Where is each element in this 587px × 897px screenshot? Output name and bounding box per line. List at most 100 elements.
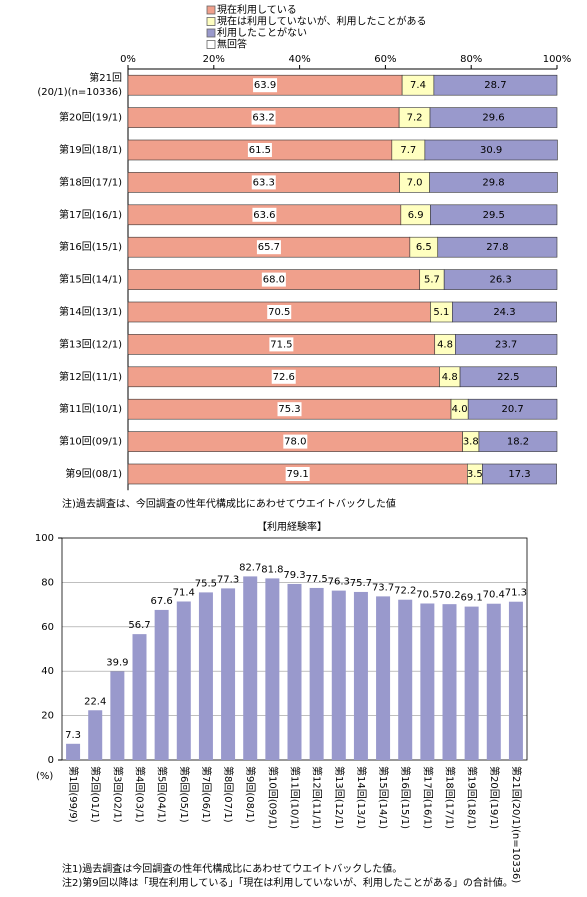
y-tick-label: 40 bbox=[41, 666, 54, 677]
bar-segment bbox=[467, 398, 558, 420]
value-label: 72.6 bbox=[273, 372, 295, 383]
value-label: 39.9 bbox=[106, 657, 128, 668]
x-tick-label: 第14回(13/1) bbox=[355, 766, 368, 829]
label-box bbox=[252, 207, 277, 222]
value-label: 3.5 bbox=[467, 469, 483, 480]
y-tick-label: 第17回(16/1) bbox=[59, 208, 122, 221]
bar-segment bbox=[478, 431, 558, 452]
y-tick-label: 第18回(17/1) bbox=[59, 175, 122, 188]
y-tick-label: 80 bbox=[41, 577, 54, 588]
label-box bbox=[251, 110, 276, 125]
value-label: 69.1 bbox=[461, 593, 483, 604]
value-label: 68.0 bbox=[263, 275, 285, 286]
bar bbox=[309, 587, 324, 760]
value-label: 23.7 bbox=[495, 339, 517, 350]
x-tick-label: 60% bbox=[374, 54, 396, 65]
value-label: 28.7 bbox=[484, 80, 506, 91]
value-label: 3.8 bbox=[463, 437, 479, 448]
y-tick-label: 第15回(14/1) bbox=[59, 273, 122, 286]
value-label: 82.7 bbox=[239, 562, 261, 573]
x-tick-label: 第4回(03/1) bbox=[134, 766, 147, 823]
y-tick-label: 第12回(11/1) bbox=[59, 370, 122, 383]
value-label: 18.2 bbox=[507, 437, 529, 448]
bar bbox=[353, 591, 368, 760]
x-tick-label: 第13回(12/1) bbox=[333, 766, 346, 829]
x-tick-label: 20% bbox=[203, 54, 225, 65]
x-tick-label: 第21回(20/1)(n=10336) bbox=[510, 766, 523, 883]
x-tick-label: 80% bbox=[460, 54, 482, 65]
y-tick-label: 20 bbox=[41, 711, 54, 722]
label-box bbox=[251, 175, 276, 190]
y-tick-label: 第13回(12/1) bbox=[59, 337, 122, 350]
value-label: 63.9 bbox=[254, 80, 276, 91]
x-tick-label: 第17回(16/1) bbox=[421, 766, 434, 829]
label-box bbox=[269, 337, 294, 352]
legend-label: 無回答 bbox=[217, 38, 247, 51]
x-tick-label: 100% bbox=[543, 54, 572, 65]
label-box bbox=[285, 467, 310, 481]
note: 注2)第9回以降は「現在利用している」「現在は利用していないが、利用したことがあ… bbox=[62, 876, 513, 889]
value-label: 73.7 bbox=[372, 582, 394, 593]
y-tick-label: 第21回 bbox=[89, 71, 122, 84]
value-label: 78.0 bbox=[284, 437, 306, 448]
value-label: 75.7 bbox=[350, 578, 372, 589]
bar-segment bbox=[429, 172, 558, 193]
y-axis-label: (%) bbox=[36, 771, 53, 782]
value-label: 70.5 bbox=[268, 307, 290, 318]
chart-title: 【利用経験率】 bbox=[257, 520, 327, 533]
value-label: 6.5 bbox=[416, 242, 432, 253]
value-label: 79.3 bbox=[283, 570, 305, 581]
bar bbox=[287, 583, 302, 760]
value-label: 29.5 bbox=[483, 210, 505, 221]
bar bbox=[398, 599, 413, 760]
bar-segment bbox=[452, 301, 557, 323]
x-tick-label: 第3回(02/1) bbox=[111, 766, 124, 823]
x-tick-label: 第18回(17/1) bbox=[444, 766, 457, 829]
y-tick-label: 第20回(19/1) bbox=[59, 111, 122, 124]
y-tick-label: 第10回(09/1) bbox=[59, 435, 122, 448]
value-label: 22.5 bbox=[497, 372, 519, 383]
y-tick-label: 60 bbox=[41, 622, 54, 633]
value-label: 7.3 bbox=[65, 730, 81, 741]
x-tick-label: 第12回(11/1) bbox=[311, 766, 324, 829]
value-label: 70.2 bbox=[438, 590, 460, 601]
x-tick-label: 第11回(10/1) bbox=[289, 766, 302, 829]
y-tick-label: 第14回(13/1) bbox=[59, 305, 122, 318]
bar bbox=[376, 596, 391, 760]
bar bbox=[442, 604, 457, 760]
value-label: 22.4 bbox=[84, 696, 106, 707]
value-label: 71.3 bbox=[505, 588, 527, 599]
value-label: 24.3 bbox=[493, 307, 515, 318]
value-label: 71.5 bbox=[270, 339, 292, 350]
bar bbox=[88, 710, 103, 760]
x-tick-label: 第9回(08/1) bbox=[244, 766, 257, 823]
bar-segment bbox=[437, 236, 558, 258]
label-box bbox=[283, 434, 308, 449]
x-tick-label: 第16回(15/1) bbox=[399, 766, 412, 829]
x-tick-label: 第15回(14/1) bbox=[377, 766, 390, 829]
value-label: 63.3 bbox=[253, 177, 275, 188]
bar-segment bbox=[443, 269, 558, 290]
y-tick-label: 100 bbox=[35, 533, 54, 544]
x-tick-label: 第19回(18/1) bbox=[466, 766, 479, 829]
legend-swatch bbox=[206, 17, 216, 26]
label-box bbox=[261, 272, 286, 287]
bar bbox=[66, 743, 81, 760]
value-label: 4.8 bbox=[437, 339, 453, 350]
y-tick-label: 第9回(08/1) bbox=[65, 467, 122, 480]
x-tick-label: 第7回(06/1) bbox=[200, 766, 213, 823]
x-tick-label: 第2回(01/1) bbox=[89, 766, 102, 823]
label-box bbox=[271, 369, 296, 384]
bar bbox=[331, 590, 346, 760]
bar bbox=[420, 603, 435, 760]
bar bbox=[154, 609, 169, 760]
value-label: 7.0 bbox=[407, 177, 423, 188]
value-label: 5.7 bbox=[424, 275, 440, 286]
value-label: 56.7 bbox=[128, 620, 150, 631]
x-tick-label: 第5回(04/1) bbox=[156, 766, 169, 823]
bar-segment bbox=[429, 107, 558, 128]
value-label: 79.1 bbox=[287, 469, 309, 480]
value-label: 77.3 bbox=[217, 574, 239, 585]
value-label: 29.6 bbox=[482, 113, 504, 124]
